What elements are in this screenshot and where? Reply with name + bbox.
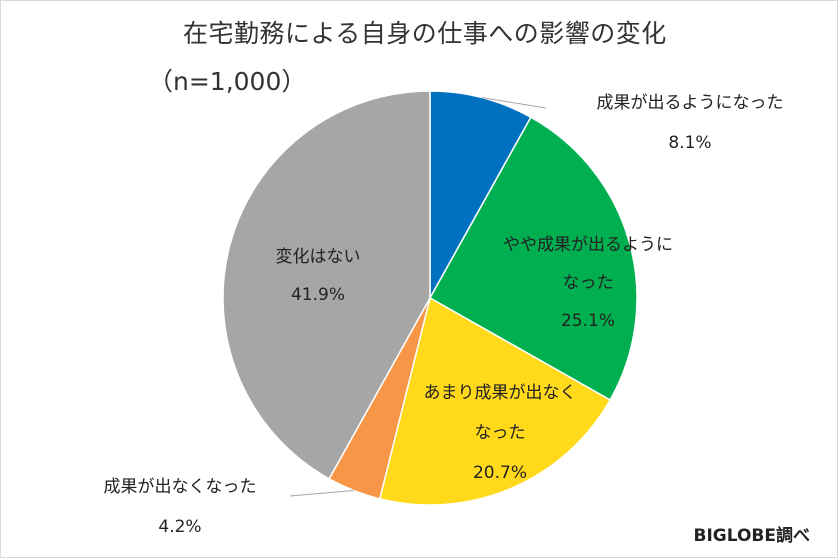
pie-slice <box>429 90 532 301</box>
leader-line <box>482 97 547 109</box>
leader-line <box>289 489 354 497</box>
slice-label: なった <box>475 423 526 443</box>
pie-slices <box>222 90 638 506</box>
slice-value-label: 4.2% <box>158 517 201 537</box>
pie-slice <box>222 90 431 480</box>
pie-slice <box>428 116 638 402</box>
slice-value-label: 20.7% <box>473 463 527 483</box>
source-note: BIGLOBE調べ <box>693 526 811 546</box>
slice-label: あまり成果が出なく <box>424 383 577 403</box>
slice-value-label: 41.9% <box>291 285 345 305</box>
chart-title: 在宅勤務による自身の仕事への影響の変化 <box>183 19 667 48</box>
pie-slice <box>378 296 612 506</box>
slice-label: やや成果が出るように <box>503 235 673 255</box>
slice-value-label: 25.1% <box>561 311 615 331</box>
slice-value-label: 8.1% <box>668 133 711 153</box>
slice-label: 成果が出なくなった <box>104 477 257 497</box>
slice-label: 成果が出るようになった <box>597 93 784 113</box>
slice-label: なった <box>563 273 614 293</box>
slice-labels: 成果が出るようになった8.1%やや成果が出るようになった25.1%あまり成果が出… <box>104 93 784 537</box>
leader-lines <box>289 97 547 497</box>
chart-subtitle: （n=1,000） <box>148 67 307 96</box>
slice-label: 変化はない <box>276 247 361 267</box>
